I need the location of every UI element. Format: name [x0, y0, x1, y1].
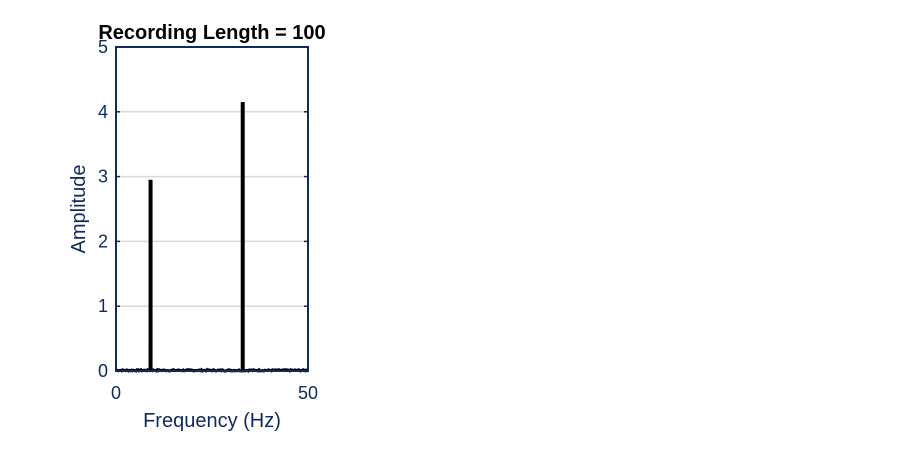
x-axis-label: Frequency (Hz) [143, 410, 281, 432]
y-tick-label: 4 [98, 102, 108, 122]
chart-title: Recording Length = 100 [98, 22, 325, 44]
y-tick-labels: 0 1 2 3 4 5 [98, 37, 108, 381]
grid-lines [116, 111, 308, 307]
tick-marks [116, 46, 308, 372]
x-tick-label: 0 [111, 383, 121, 403]
x-tick-labels: 0 50 [111, 383, 318, 403]
y-tick-label: 3 [98, 167, 108, 187]
y-tick-label: 0 [98, 361, 108, 381]
plot-background [116, 47, 308, 371]
y-tick-label: 2 [98, 231, 108, 251]
plot-frame [115, 46, 309, 372]
x-tick-label: 50 [298, 383, 318, 403]
y-axis-label: Amplitude [68, 165, 90, 254]
y-tick-label: 1 [98, 296, 108, 316]
y-tick-label: 5 [98, 37, 108, 57]
